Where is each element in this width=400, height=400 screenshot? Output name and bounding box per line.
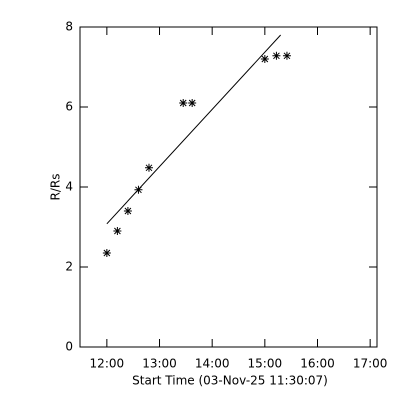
x-tick-label: 12:00 [90,357,125,371]
y-tick-label: 6 [65,100,73,114]
y-tick-label: 8 [65,20,73,34]
plot-frame [79,26,378,348]
x-axis-label: Start Time (03-Nov-25 11:30:07) [132,374,328,388]
fit-line [106,34,282,225]
x-tick-label: 17:00 [353,357,388,371]
x-tick-label: 14:00 [195,357,230,371]
asterisk-point [102,249,111,257]
asterisk-point [113,227,122,235]
y-tick-label: 2 [65,260,73,274]
y-tick-label: 4 [65,180,73,194]
asterisk-point [144,163,153,172]
asterisk-point [260,55,269,63]
x-tick-label: 16:00 [300,357,335,371]
asterisk-point [123,207,132,215]
y-tick-label: 0 [65,340,73,354]
asterisk-point [282,51,291,60]
y-axis-label: R/Rs [49,174,63,201]
asterisk-point [179,99,188,107]
x-tick-label: 15:00 [248,357,283,371]
asterisk-point [272,51,281,60]
x-tick-label: 13:00 [142,357,177,371]
asterisk-point [134,185,143,194]
asterisk-point [188,99,197,107]
